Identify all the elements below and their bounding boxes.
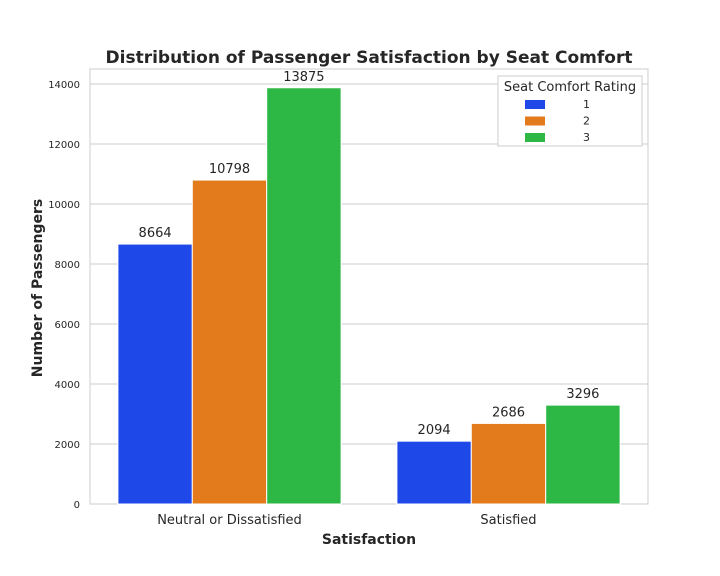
plot-frame	[89, 68, 649, 505]
y-tick-label: 8000	[55, 260, 80, 271]
chart-title: Distribution of Passenger Satisfaction b…	[106, 48, 633, 68]
legend-box	[497, 75, 643, 147]
legend-swatch	[525, 133, 545, 142]
legend-label: 2	[583, 115, 590, 128]
legend-swatch	[525, 116, 545, 126]
legend-swatch	[525, 100, 545, 109]
legend: Seat Comfort Rating 1 2 3	[497, 75, 643, 147]
bar	[545, 404, 621, 505]
x-axis-label: Satisfaction	[322, 532, 416, 548]
data-label: 10798	[209, 162, 250, 177]
data-label: 8664	[139, 226, 172, 241]
y-axis-label: Number of Passengers	[30, 199, 46, 377]
plot-area: 0 2000 4000 6000 8000 10000 12000 14000 8664 1079…	[48, 68, 649, 528]
y-tick-label: 4000	[55, 380, 80, 391]
y-tick-label: 10000	[48, 200, 80, 211]
bar	[191, 179, 268, 505]
bar	[470, 422, 547, 505]
data-label: 3296	[566, 387, 599, 402]
bar	[266, 87, 342, 505]
bar	[396, 440, 472, 505]
data-label: 2686	[492, 405, 525, 420]
data-label: 2094	[418, 423, 451, 438]
y-tick-label: 14000	[48, 80, 80, 91]
y-tick-label: 6000	[55, 320, 80, 331]
y-tick-label: 12000	[48, 140, 80, 151]
y-tick-label: 2000	[55, 440, 80, 451]
legend-label: 3	[583, 131, 590, 144]
x-tick-label: Satisfied	[480, 513, 536, 528]
bar	[117, 243, 193, 505]
x-tick-label: Neutral or Dissatisfied	[157, 513, 302, 528]
legend-label: 1	[583, 98, 590, 111]
legend-title: Seat Comfort Rating	[504, 80, 636, 95]
y-tick-label: 0	[74, 500, 80, 511]
data-label: 13875	[283, 70, 324, 85]
